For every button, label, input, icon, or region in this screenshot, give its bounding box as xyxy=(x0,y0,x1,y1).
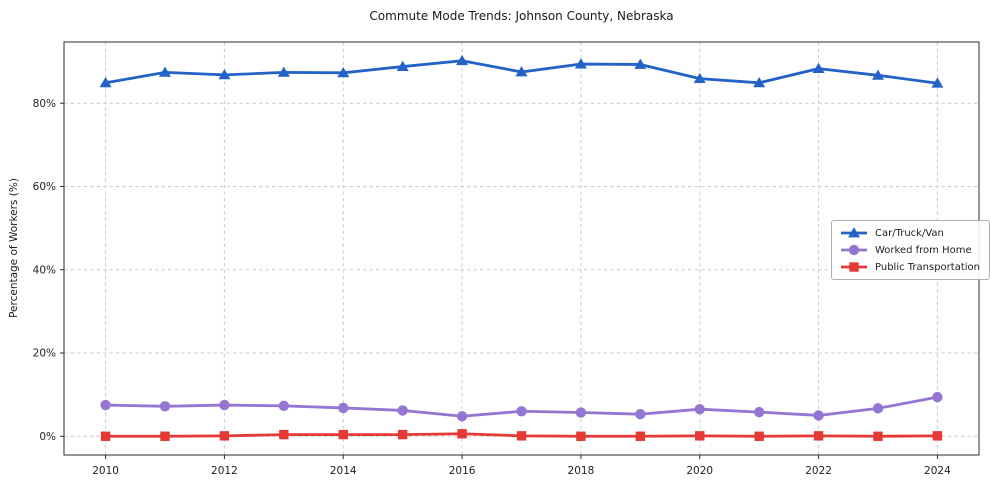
axis-ticks xyxy=(60,102,938,459)
series-public-transportation xyxy=(100,429,943,441)
legend-item-public-transportation: Public Transportation xyxy=(839,260,980,274)
x-tick-label: 2022 xyxy=(805,465,832,477)
y-tick-label: 0% xyxy=(39,431,56,443)
chart-title: Commute Mode Trends: Johnson County, Neb… xyxy=(369,9,674,23)
y-tick-label: 40% xyxy=(33,264,56,276)
legend-label: Worked from Home xyxy=(875,244,972,256)
legend-label: Public Transportation xyxy=(875,261,980,273)
x-tick-label: 2020 xyxy=(686,465,713,477)
legend-triangle-swatch-icon xyxy=(841,227,867,238)
legend-label: Car/Truck/Van xyxy=(875,227,944,239)
x-tick-label: 2016 xyxy=(449,465,476,477)
legend-square-swatch-icon xyxy=(841,262,867,272)
y-tick-label: 80% xyxy=(33,98,56,110)
x-tick-label: 2010 xyxy=(92,465,119,477)
legend: Car/Truck/Van Worked from Home Public Tran… xyxy=(831,220,990,280)
x-tick-label: 2018 xyxy=(568,465,595,477)
legend-item-car-truck-van: Car/Truck/Van xyxy=(839,226,980,240)
series-car-truck-van xyxy=(99,54,944,88)
series-worked-from-home xyxy=(100,391,943,422)
axis-tick-labels: 2010 2012 2014 2016 2018 2020 2022 2024 0% 20% 40%… xyxy=(33,98,951,477)
x-tick-label: 2014 xyxy=(330,465,357,477)
x-tick-label: 2024 xyxy=(924,465,951,477)
legend-item-worked-from-home: Worked from Home xyxy=(839,243,980,257)
x-tick-label: 2012 xyxy=(211,465,238,477)
y-tick-label: 60% xyxy=(33,181,56,193)
y-tick-label: 20% xyxy=(33,348,56,360)
legend-circle-swatch-icon xyxy=(841,244,867,256)
